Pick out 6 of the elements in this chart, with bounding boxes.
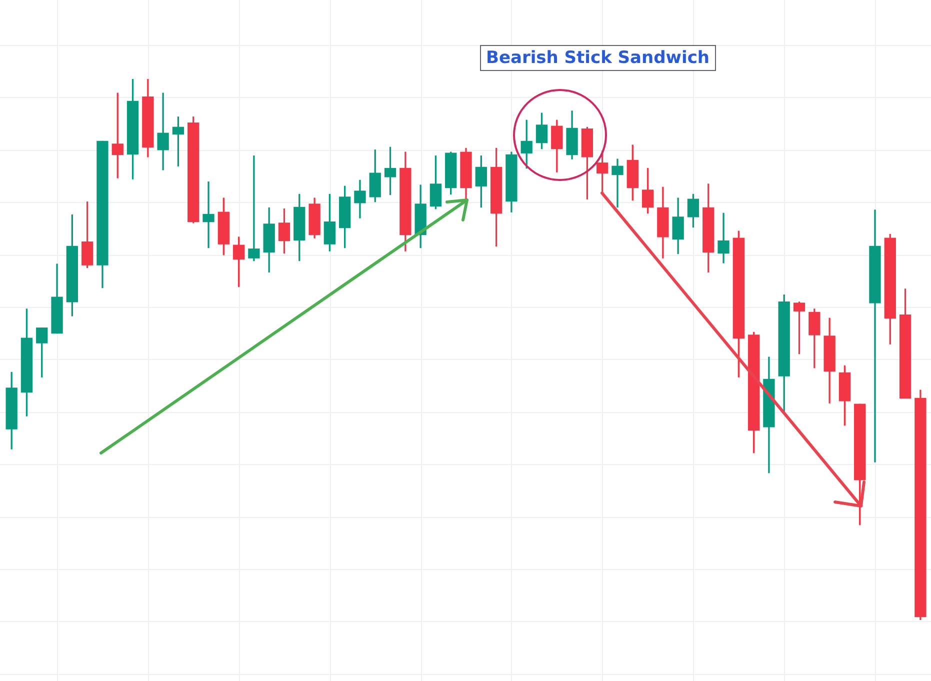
candlestick: [248, 155, 260, 262]
candlestick: [718, 212, 730, 264]
candlestick: [202, 181, 214, 248]
text: Bearish Stick Sandwich: [480, 45, 716, 71]
candlestick: [157, 92, 169, 170]
candlestick: [612, 158, 624, 208]
